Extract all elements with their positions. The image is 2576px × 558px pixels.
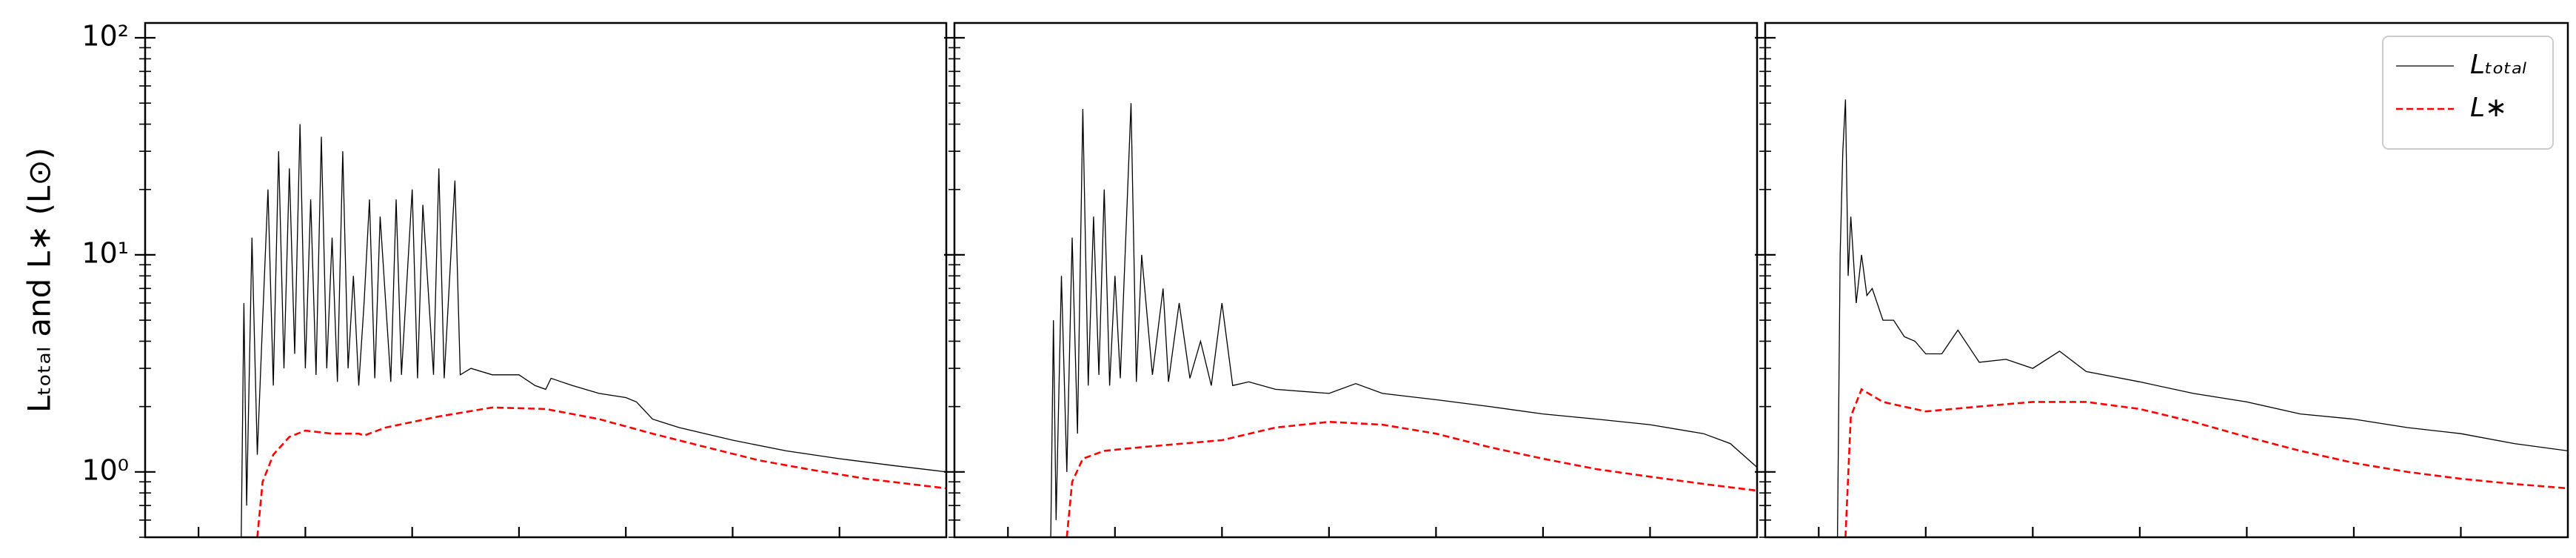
axes-frame xyxy=(144,21,948,539)
series-line xyxy=(241,124,946,537)
y-tick-label: 10² xyxy=(81,19,129,52)
series-line xyxy=(1844,388,2568,537)
axes-frame xyxy=(953,21,1759,539)
legend-label: Lₜₒₜₐₗ xyxy=(2470,50,2526,80)
series-line xyxy=(1065,420,1757,537)
legend-box xyxy=(2382,36,2554,150)
axes-frame xyxy=(1764,21,2569,539)
y-tick-label: 10⁰ xyxy=(81,454,129,486)
y-axis-label: Lₜₒₜₐₗ and L∗ (L⊙) xyxy=(21,147,58,413)
series-line xyxy=(1050,103,1757,537)
legend-label: L∗ xyxy=(2470,93,2507,123)
series-line xyxy=(1836,99,2568,537)
series-line xyxy=(256,406,946,537)
y-tick-label: 10¹ xyxy=(81,236,129,269)
